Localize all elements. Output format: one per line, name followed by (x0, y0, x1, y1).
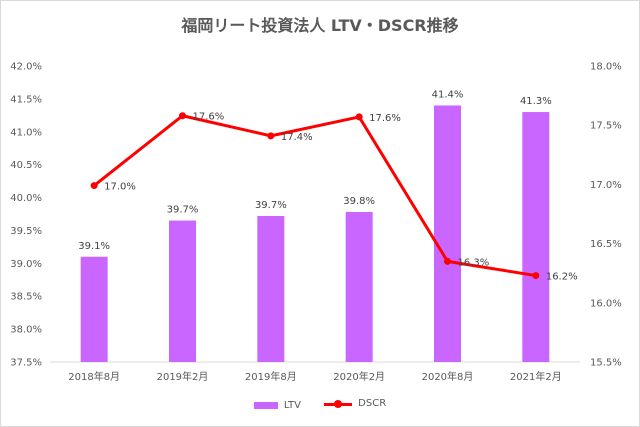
y-right-tick-label: 15.5% (590, 358, 622, 369)
dscr-data-label: 17.6% (369, 113, 401, 124)
dscr-data-label: 17.6% (193, 112, 225, 123)
y-right-tick-label: 17.0% (590, 180, 622, 191)
y-left-tick-label: 38.0% (10, 325, 42, 336)
x-tick-label: 2021年2月 (510, 370, 562, 383)
ltv-data-label: 41.4% (432, 89, 464, 100)
y-left-tick-label: 40.5% (10, 160, 42, 171)
x-tick-label: 2018年8月 (68, 370, 120, 383)
y-left-tick-label: 41.0% (10, 127, 42, 138)
ltv-bar (257, 215, 285, 362)
legend-item-dscr: DSCR (324, 398, 386, 409)
x-tick-label: 2019年2月 (157, 370, 209, 383)
dscr-data-label: 17.0% (104, 182, 136, 193)
dscr-point (179, 112, 186, 120)
y-right-tick-label: 16.5% (590, 239, 622, 250)
y-left-tick-label: 39.0% (10, 259, 42, 270)
ltv-bar (434, 105, 461, 362)
x-tick-label: 2019年8月 (245, 370, 297, 383)
dscr-data-label: 17.4% (281, 132, 313, 143)
chart-legend: LTV DSCR (0, 398, 640, 412)
y-left-tick-label: 39.5% (10, 226, 42, 237)
y-left-tick-label: 42.0% (10, 62, 42, 73)
ltv-data-label: 39.8% (343, 196, 375, 207)
ltv-bar (80, 256, 108, 362)
y-right-tick-label: 17.5% (590, 121, 622, 132)
ltv-bar (522, 112, 550, 363)
ltv-bar (169, 220, 196, 362)
dscr-point (444, 257, 451, 265)
legend-swatch-dscr (324, 399, 353, 409)
y-left-tick-label: 41.5% (10, 94, 42, 105)
y-right-tick-label: 18.0% (590, 62, 622, 73)
ltv-bar (345, 212, 373, 362)
x-tick-label: 2020年2月 (333, 370, 385, 383)
dscr-data-label: 16.2% (546, 272, 578, 283)
ltv-data-label: 39.7% (167, 205, 199, 216)
dscr-line (93, 114, 537, 278)
ltv-data-label: 39.1% (78, 241, 110, 252)
ltv-data-label: 41.3% (520, 96, 552, 107)
legend-label-ltv: LTV (283, 399, 301, 411)
legend-label-dscr: DSCR (358, 398, 387, 409)
legend-item-ltv: LTV (253, 399, 301, 411)
y-left-tick-label: 40.0% (10, 193, 42, 204)
chart-title: 福岡リート投資法人 LTV・DSCR推移 (181, 16, 459, 35)
dscr-point (355, 113, 363, 121)
y-left-tick-label: 38.5% (10, 292, 42, 303)
ltv-data-label: 39.7% (255, 200, 287, 211)
x-tick-label: 2020年8月 (422, 370, 474, 383)
dscr-data-label: 16.3% (458, 257, 490, 268)
dscr-point (532, 272, 540, 280)
y-right-tick-label: 16.0% (590, 298, 622, 309)
y-left-tick-label: 37.5% (10, 358, 42, 369)
dscr-point (267, 132, 275, 140)
legend-swatch-ltv (253, 401, 278, 409)
dscr-point (90, 182, 98, 190)
